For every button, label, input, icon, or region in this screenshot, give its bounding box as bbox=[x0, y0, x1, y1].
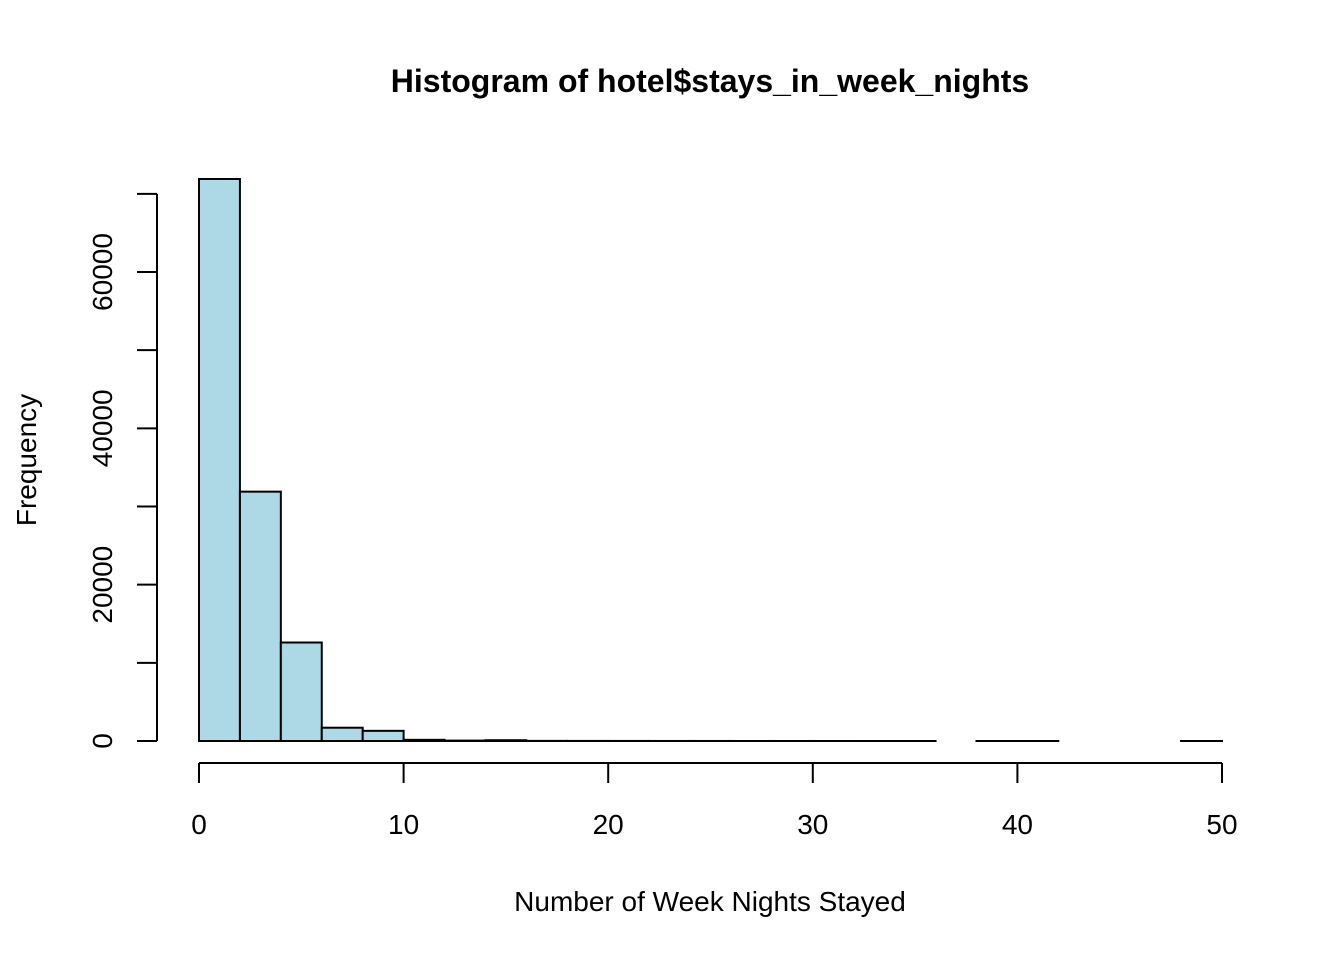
x-tick-label-20: 20 bbox=[593, 809, 624, 840]
y-axis: 0 20000 40000 60000 bbox=[87, 192, 158, 749]
x-tick-label-50: 50 bbox=[1206, 809, 1237, 840]
histogram-bar-10-12 bbox=[402, 738, 446, 742]
histogram-bar-14-16 bbox=[484, 739, 528, 743]
histogram-bar-2-4 bbox=[238, 490, 282, 742]
y-tick-label-20000: 20000 bbox=[87, 546, 118, 624]
y-axis-label: Frequency bbox=[11, 394, 42, 526]
histogram-bar-0-2 bbox=[198, 178, 241, 742]
y-tick-label-0: 0 bbox=[87, 733, 118, 749]
x-tick-label-30: 30 bbox=[797, 809, 828, 840]
x-tick-label-10: 10 bbox=[388, 809, 419, 840]
histogram-bar-8-10 bbox=[361, 729, 405, 743]
x-axis-label: Number of Week Nights Stayed bbox=[514, 886, 906, 917]
y-tick-label-40000: 40000 bbox=[87, 389, 118, 467]
chart-title: Histogram of hotel$stays_in_week_nights bbox=[391, 63, 1029, 99]
x-tick-label-40: 40 bbox=[1002, 809, 1033, 840]
x-axis: 0 10 20 30 40 50 bbox=[191, 762, 1238, 840]
y-tick-label-60000: 60000 bbox=[87, 233, 118, 311]
x-tick-label-0: 0 bbox=[191, 809, 207, 840]
bars-group bbox=[198, 178, 1223, 743]
histogram-bar-4-6 bbox=[279, 641, 323, 742]
histogram-bar-6-8 bbox=[320, 726, 364, 742]
